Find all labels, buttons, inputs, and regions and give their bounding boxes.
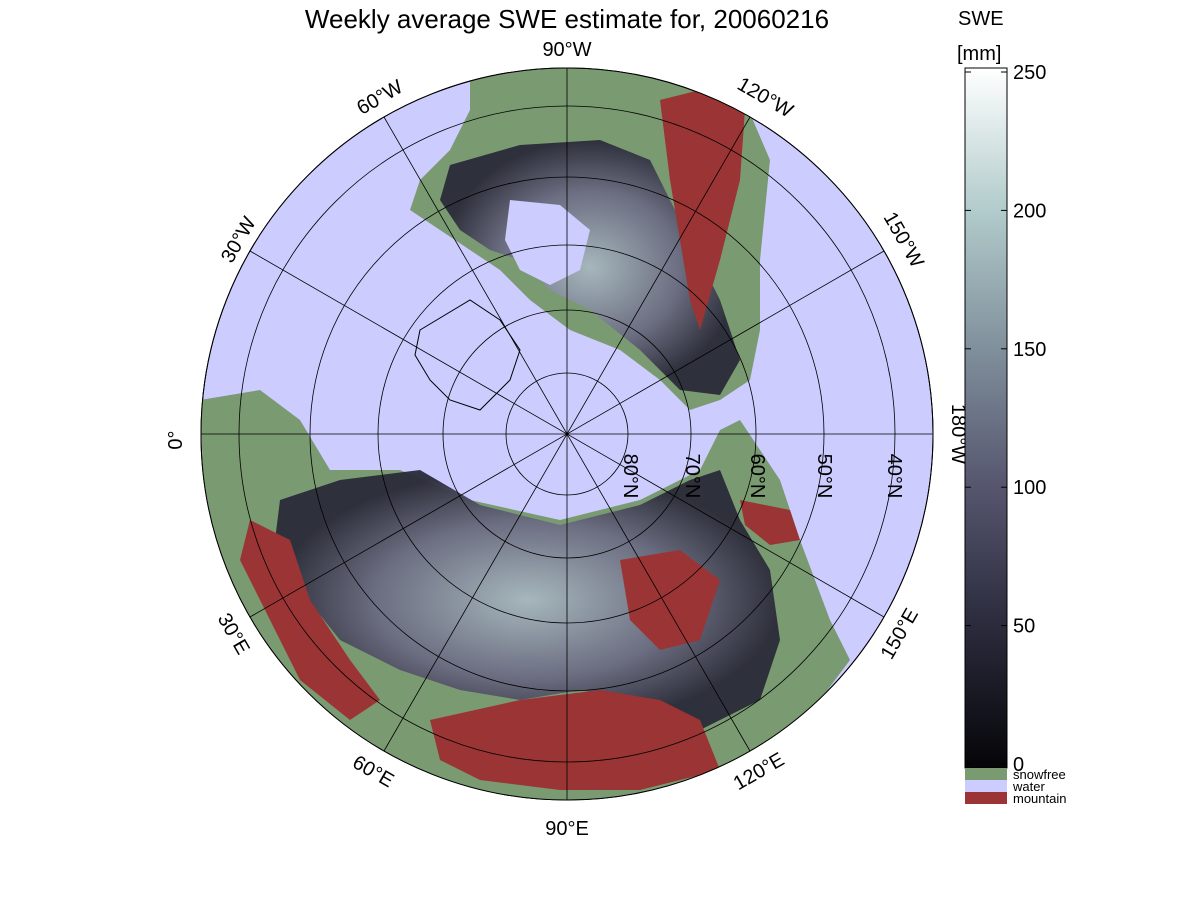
land-layer <box>201 68 850 800</box>
colorbar-tick-label: 200 <box>1013 200 1046 222</box>
mountain-rockies <box>660 90 745 330</box>
colorbar-gradient <box>964 67 1008 769</box>
mountain-asia <box>430 690 720 790</box>
lon-label-90e: 90°E <box>545 818 589 840</box>
legend-label-mountain: mountain <box>1013 791 1066 806</box>
map-title: Weekly average SWE estimate for, 2006021… <box>304 4 830 34</box>
colorbar-tick-label: 50 <box>1013 616 1035 638</box>
polar-map <box>200 67 934 801</box>
eurasia-snow <box>275 470 780 730</box>
mountain-europe <box>240 520 380 720</box>
colorbar-title: SWE <box>958 8 1004 30</box>
colorbar-tick-label: 250 <box>1013 62 1046 84</box>
colorbar-tick-label: 150 <box>1013 339 1046 361</box>
map-border <box>200 67 934 801</box>
colorbar-tick-label: 0 <box>1013 754 1024 776</box>
lon-label-180w: 180°W <box>947 404 969 464</box>
lat-label-70n: 70°N <box>681 454 703 499</box>
mountain-east-asia <box>620 550 720 650</box>
lat-label-60n: 60°N <box>746 454 768 499</box>
latitude-labels: 80°N 70°N 60°N 50°N 40°N <box>619 454 905 499</box>
legend-swatch-mountain <box>965 792 1007 804</box>
graticule <box>201 68 933 800</box>
lon-label-30e: 30°E <box>213 610 254 659</box>
lon-label-0: 0° <box>165 430 187 449</box>
legend-swatch-snowfree <box>965 768 1007 780</box>
colorbar: SWE [mm] 0 50 100 150 200 250 snowfreewatermo… <box>957 8 1066 806</box>
colorbar-unit: [mm] <box>957 43 1001 65</box>
colorbar-tick-label: 100 <box>1013 477 1046 499</box>
meridian-60e-120w <box>383 116 751 752</box>
greenland-outline <box>414 299 521 411</box>
colorbar-ticks: 0 50 100 150 200 250 <box>965 62 1046 776</box>
hudson-bay <box>505 200 590 285</box>
lat-label-50n: 50°N <box>813 454 835 499</box>
lat-label-40n: 40°N <box>883 454 905 499</box>
legend-label-snowfree: snowfree <box>1013 767 1066 782</box>
mountain-chukotka <box>740 500 800 545</box>
lon-label-60e: 60°E <box>349 751 398 792</box>
lat-label-80n: 80°N <box>619 454 641 499</box>
lon-label-90w: 90°W <box>542 39 591 61</box>
legend-label-water: water <box>1012 779 1045 794</box>
legend-swatch-water <box>965 780 1007 792</box>
